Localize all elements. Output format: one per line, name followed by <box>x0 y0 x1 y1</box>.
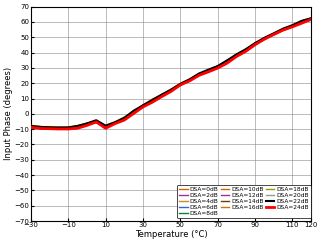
X-axis label: Temperature (°C): Temperature (°C) <box>135 230 207 239</box>
Legend: DSA=0dB, DSA=2dB, DSA=4dB, DSA=6dB, DSA=8dB, DSA=10dB, DSA=12dB, DSA=14dB, DSA=1: DSA=0dB, DSA=2dB, DSA=4dB, DSA=6dB, DSA=… <box>177 184 311 218</box>
Y-axis label: Input Phase (degrees): Input Phase (degrees) <box>4 67 13 160</box>
